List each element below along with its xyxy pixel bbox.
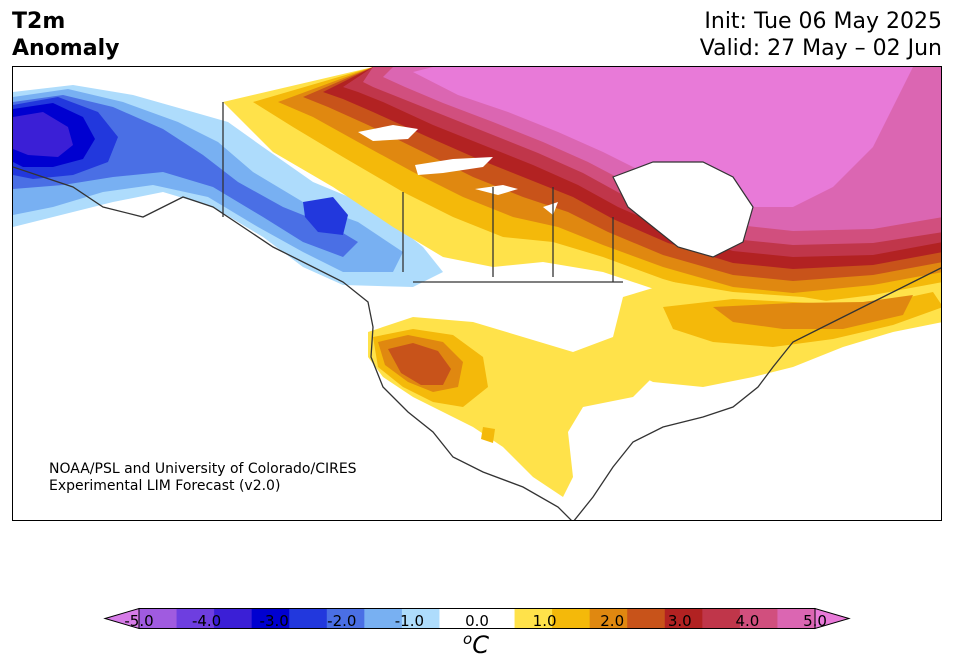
colorbar-cell xyxy=(214,608,253,629)
colorbar-cell xyxy=(439,608,478,629)
coastlines xyxy=(13,102,941,520)
colorbar-tick-label: 3.0 xyxy=(667,612,692,630)
colorbar-cell xyxy=(664,608,703,629)
credit-line-1: NOAA/PSL and University of Colorado/CIRE… xyxy=(49,461,357,477)
forecast-dates: Init: Tue 06 May 2025 Valid: 27 May – 02… xyxy=(700,8,942,62)
colorbar-cell xyxy=(739,608,778,629)
colorbar-tick-label: -1.0 xyxy=(394,612,425,630)
colorbar-cells xyxy=(139,608,816,629)
colorbar-tick-label: -5.0 xyxy=(124,612,154,630)
colorbar-cell xyxy=(514,608,553,629)
colorbar-tick-label: 2.0 xyxy=(600,612,625,630)
warm-anomaly-southwest xyxy=(368,317,663,497)
colorbar-tick-label: -3.0 xyxy=(259,612,289,630)
colorbar-cell xyxy=(627,608,666,629)
colorbar xyxy=(103,607,851,630)
colorbar-cell xyxy=(139,608,178,629)
colorbar-cell xyxy=(401,608,440,629)
colorbar-outline xyxy=(138,608,816,629)
colorbar-cell xyxy=(364,608,403,629)
map-title: T2m Anomaly xyxy=(12,8,119,62)
colorbar-cell xyxy=(326,608,365,629)
colorbar-cell xyxy=(176,608,215,629)
warm-anomaly-great-lakes xyxy=(613,282,941,387)
colorbar-cell xyxy=(289,608,328,629)
init-date: Init: Tue 06 May 2025 xyxy=(704,9,942,34)
credit-line-2: Experimental LIM Forecast (v2.0) xyxy=(49,478,281,494)
valid-range: Valid: 27 May – 02 Jun xyxy=(699,36,942,61)
colorbar-cell xyxy=(702,608,741,629)
colorbar-unit: oC xyxy=(463,630,489,659)
unit-prefix: o xyxy=(463,630,473,648)
colorbar-tick-label: -4.0 xyxy=(191,612,222,630)
cold-anomaly-alaska xyxy=(13,85,443,287)
colorbar-cell xyxy=(589,608,628,629)
colorbar-tick-label: -2.0 xyxy=(327,612,357,630)
colorbar-tick-label: 0.0 xyxy=(465,612,489,630)
map-credit: NOAA/PSL and University of Colorado/CIRE… xyxy=(49,461,357,495)
colorbar-cell xyxy=(251,608,290,629)
unit-symbol: C xyxy=(472,631,489,659)
map-canvas xyxy=(13,67,941,520)
colorbar-tick-label: 5.0 xyxy=(803,612,827,630)
anomaly-map xyxy=(12,66,942,521)
colorbar-cell xyxy=(477,608,516,629)
title-line-1: T2m xyxy=(12,9,66,34)
colorbar-tick-label: 4.0 xyxy=(735,612,760,630)
colorbar-cell xyxy=(777,608,816,629)
colorbar-tick-label: 1.0 xyxy=(532,612,557,630)
colorbar-cell xyxy=(552,608,591,629)
warm-anomaly-canada xyxy=(223,67,941,317)
title-line-2: Anomaly xyxy=(12,36,120,61)
